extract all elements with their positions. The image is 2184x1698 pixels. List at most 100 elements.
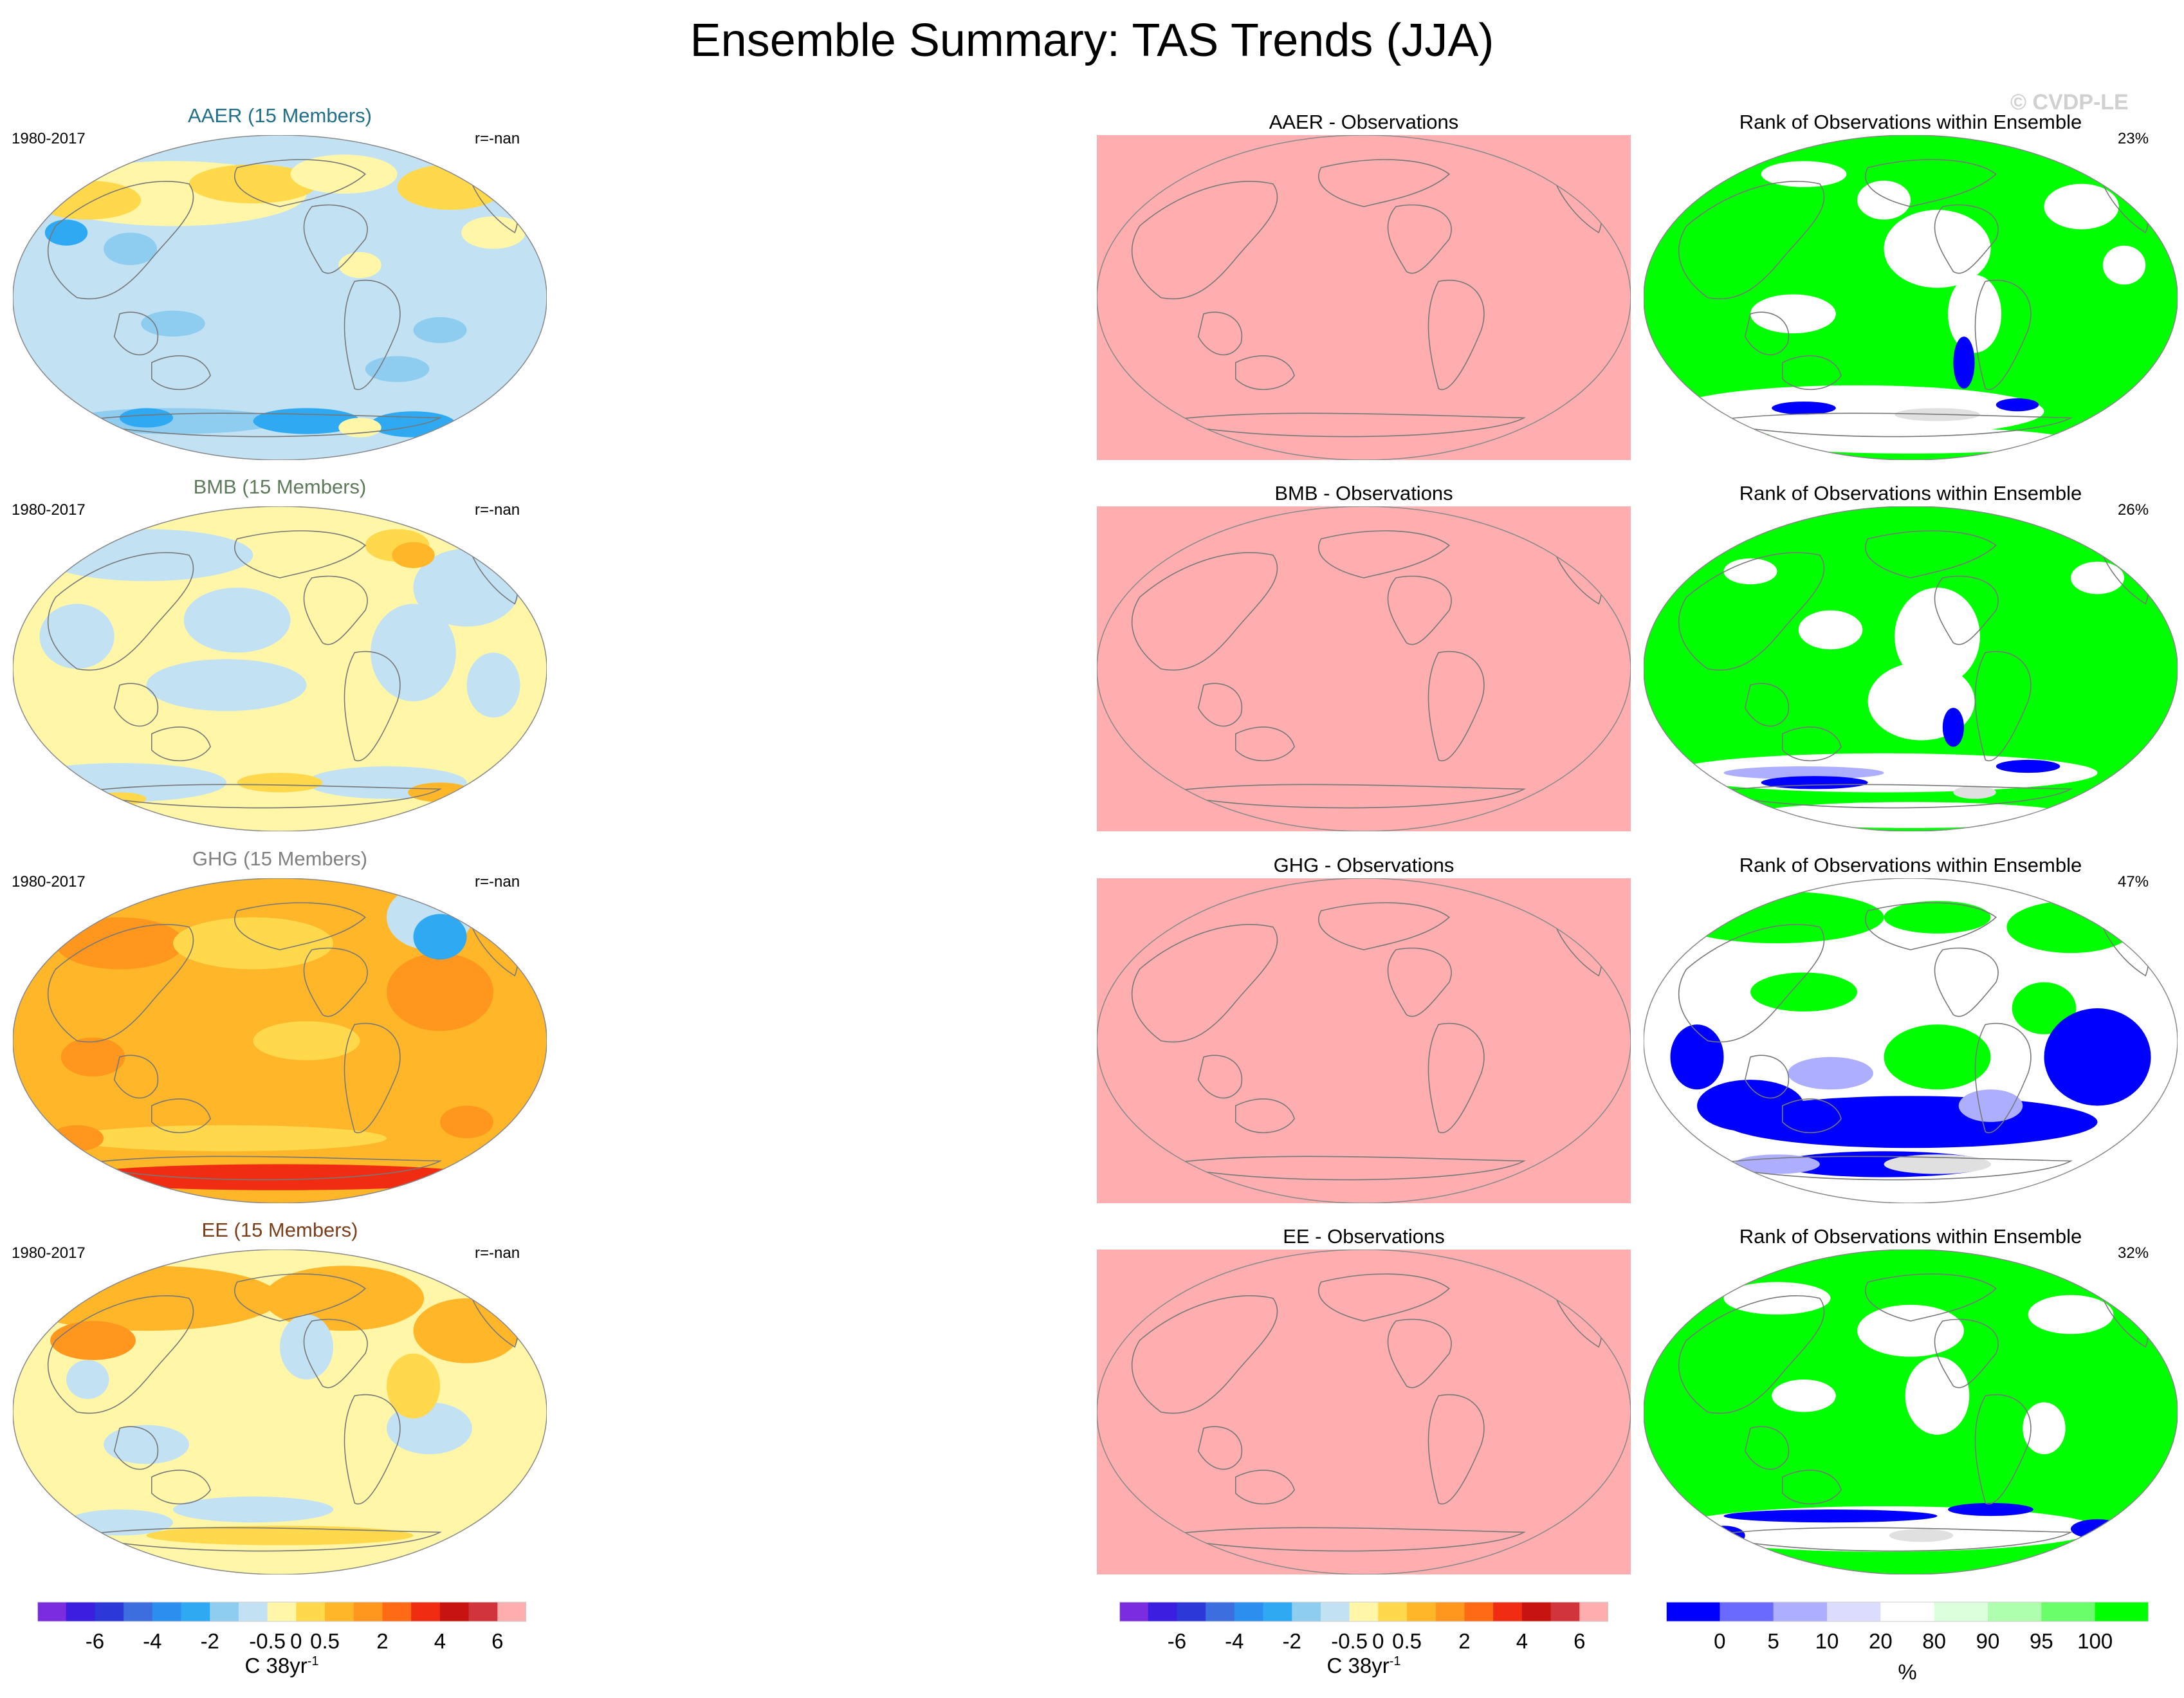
colorbar-swatch [2095,1602,2149,1621]
ensemble-trend-map [13,506,547,831]
difference-map [1097,878,1631,1203]
colorbar-swatch [1827,1602,1881,1621]
colorbar-swatch [1880,1602,1935,1621]
colorbar-swatch [411,1602,441,1621]
colorbar-tick-label: 2 [376,1629,389,1653]
ensemble-panel-period: 1980-2017 [12,501,86,519]
rank-colorbar-units: % [1898,1660,1917,1684]
colorbar-swatch [1720,1602,1774,1621]
difference-colorbar-units: C 38yr-1 [1326,1654,1401,1677]
difference-panel-title: EE - Observations [1283,1225,1445,1248]
ensemble-panel-title: AAER (15 Members) [188,104,372,127]
rank-panel-title: Rank of Observations within Ensemble [1739,854,2082,876]
ensemble-panel-r-value: r=-nan [475,1244,520,1262]
colorbar-swatch [1320,1602,1350,1621]
colorbar-swatch [1773,1602,1828,1621]
page-title: Ensemble Summary: TAS Trends (JJA) [690,15,1494,66]
colorbar-swatch [296,1602,326,1621]
colorbar-tick-label: 6 [491,1629,504,1653]
ensemble-trend-map [13,135,547,460]
colorbar-swatch [1550,1602,1580,1621]
watermark: © CVDP-LE [2010,90,2129,115]
ensemble-colorbar-units: C 38yr-1 [244,1654,319,1677]
colorbar-swatch [1378,1602,1408,1621]
colorbar-tick-label: -6 [1167,1629,1187,1653]
colorbar-swatch [1148,1602,1177,1621]
colorbar-swatch [1292,1602,1321,1621]
colorbar-tick-label: 0 [290,1629,302,1653]
colorbar-swatch [1934,1602,1988,1621]
colorbar-swatch [468,1602,498,1621]
colorbar-tick-label: -2 [200,1629,219,1653]
colorbar-swatch [1349,1602,1379,1621]
ensemble-colorbar-ticks: -6 -4 -2 -0.5 0 0.5 2 4 6 [37,1629,526,1657]
colorbar-tick-label: 0.5 [310,1629,340,1653]
ensemble-panel-period: 1980-2017 [12,1244,86,1262]
difference-panel-title: AAER - Observations [1269,111,1459,133]
colorbar-tick-label: 80 [1922,1629,1947,1653]
colorbar-tick-label: -2 [1282,1629,1301,1653]
colorbar-tick-label: 2 [1458,1629,1471,1653]
colorbar-tick-label: 100 [2077,1629,2113,1653]
colorbar-swatch [1521,1602,1552,1621]
colorbar-swatch [1464,1602,1494,1621]
rank-panel-title: Rank of Observations within Ensemble [1739,1225,2082,1248]
ensemble-panel-title: GHG (15 Members) [192,847,368,870]
colorbar-swatch [325,1602,354,1621]
colorbar-swatch [95,1602,124,1621]
colorbar-tick-label: 20 [1868,1629,1893,1653]
ensemble-panel-r-value: r=-nan [475,873,520,891]
colorbar-swatch [1234,1602,1264,1621]
difference-map [1097,1250,1631,1574]
ensemble-panel-period: 1980-2017 [12,130,86,147]
colorbar-swatch [1988,1602,2042,1621]
ensemble-colorbar [37,1601,526,1622]
colorbar-swatch [1263,1602,1292,1621]
colorbar-tick-label: 0 [1372,1629,1384,1653]
difference-map [1097,506,1631,831]
colorbar-swatch [1177,1602,1206,1621]
colorbar-swatch [1493,1602,1523,1621]
colorbar-swatch [1407,1602,1436,1621]
ensemble-trend-map [13,878,547,1203]
rank-map [1644,506,2178,831]
ensemble-panel-r-value: r=-nan [475,501,520,519]
colorbar-swatch [2041,1602,2096,1621]
colorbar-tick-label: 5 [1767,1629,1779,1653]
rank-panel-percent: 23% [2118,130,2149,147]
difference-colorbar-ticks: -6 -4 -2 -0.5 0 0.5 2 4 6 [1119,1629,1608,1657]
colorbar-tick-label: -0.5 [1331,1629,1368,1653]
rank-panel-percent: 26% [2118,501,2149,519]
ensemble-panel-r-value: r=-nan [475,130,520,147]
rank-panel-percent: 47% [2118,873,2149,891]
difference-colorbar [1119,1601,1608,1622]
colorbar-tick-label: -6 [85,1629,105,1653]
colorbar-tick-label: 4 [434,1629,446,1653]
ensemble-trend-map [13,1250,547,1574]
colorbar-swatch [1206,1602,1235,1621]
rank-map [1644,1250,2178,1574]
colorbar-swatch [66,1602,95,1621]
colorbar-tick-label: 95 [2029,1629,2053,1653]
colorbar-swatch [1579,1602,1608,1621]
colorbar-tick-label: 0 [1714,1629,1726,1653]
colorbar-swatch [210,1602,239,1621]
colorbar-swatch [181,1602,210,1621]
colorbar-swatch [124,1602,153,1621]
rank-panel-percent: 32% [2118,1244,2149,1262]
colorbar-swatch [267,1602,297,1621]
colorbar-tick-label: 6 [1574,1629,1586,1653]
rank-panel-title: Rank of Observations within Ensemble [1739,111,2082,133]
rank-map [1644,135,2178,460]
ensemble-panel-period: 1980-2017 [12,873,86,891]
rank-map [1644,878,2178,1203]
difference-panel-title: GHG - Observations [1273,854,1454,876]
ensemble-panel-title: EE (15 Members) [201,1219,358,1241]
colorbar-swatch [497,1602,526,1621]
rank-colorbar-ticks: 0 5 10 20 80 90 95 100 [1666,1629,2149,1657]
difference-panel-title: BMB - Observations [1274,482,1453,504]
colorbar-swatch [1435,1602,1465,1621]
colorbar-tick-label: -4 [1225,1629,1244,1653]
difference-map [1097,135,1631,460]
rank-panel-title: Rank of Observations within Ensemble [1739,482,2082,504]
